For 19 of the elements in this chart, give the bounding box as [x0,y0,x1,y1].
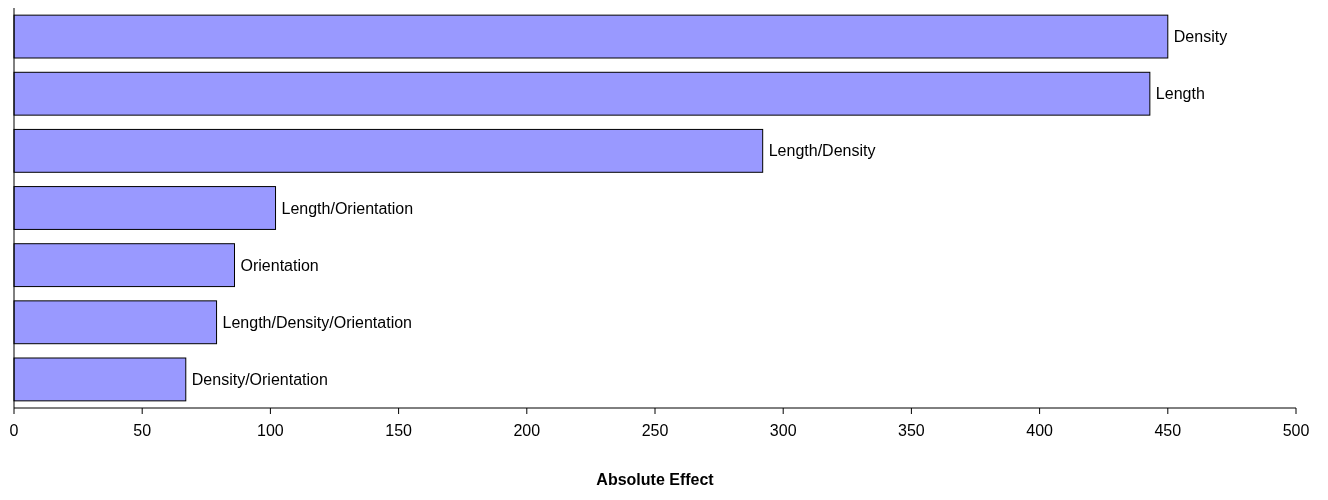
x-tick-label: 150 [385,422,413,439]
y-tick-label: Density/Orientation [191,371,328,389]
y-tick-label: Length/Orientation [281,199,414,217]
x-tick-label: 350 [898,422,925,439]
x-tick-label: 450 [1154,422,1182,439]
x-axis-title: Absolute Effect [596,471,715,488]
x-tick-label: 300 [769,422,797,439]
x-tick-label: 100 [257,422,284,439]
y-tick-label: Length [1155,85,1205,103]
y-tick-label: Length/Density [768,142,876,160]
x-tick-label: 200 [513,422,541,439]
x-tick-label: 0 [9,422,19,439]
x-tick-label: 250 [641,422,669,439]
x-tick-label: 500 [1282,422,1310,439]
y-tick-label: Orientation [240,256,319,274]
y-tick-label: Density [1173,28,1228,46]
x-tick-label: 50 [133,422,152,439]
y-tick-label: Length/Density/Orientation [222,313,413,331]
x-tick-label: 400 [1026,422,1054,439]
